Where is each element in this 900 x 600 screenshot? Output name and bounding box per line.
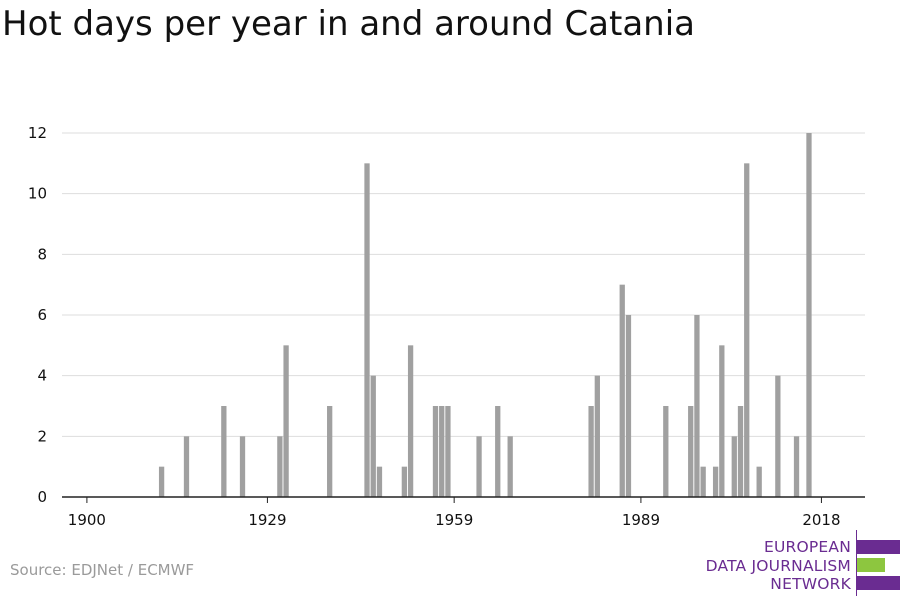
bar <box>239 436 246 497</box>
bar <box>283 345 289 497</box>
bar <box>744 163 750 498</box>
bar <box>806 133 812 497</box>
bar <box>445 406 451 497</box>
bar <box>376 466 383 497</box>
bar <box>756 466 762 497</box>
bar <box>407 345 414 497</box>
x-tick-label: 1900 <box>68 511 106 529</box>
bar <box>364 163 370 498</box>
bar <box>327 406 333 497</box>
y-tick-label: 0 <box>37 488 47 506</box>
bar <box>594 375 600 497</box>
logo-text-european: EUROPEAN <box>763 538 851 556</box>
bar <box>221 406 227 497</box>
bar <box>507 436 513 497</box>
bar <box>277 436 283 497</box>
bar <box>183 436 190 497</box>
bar <box>700 466 706 497</box>
logo-purple-bar-top <box>857 540 900 554</box>
source-note: Source: EDJNet / ECMWF <box>10 561 195 579</box>
bar <box>588 406 594 497</box>
x-tick-label: 1989 <box>622 511 660 529</box>
bar <box>619 284 625 497</box>
bar <box>495 406 501 497</box>
bar <box>625 315 632 497</box>
bar <box>712 466 719 497</box>
bar <box>158 466 165 497</box>
bar <box>793 436 800 497</box>
y-tick-label: 10 <box>28 185 47 203</box>
bar <box>432 406 439 497</box>
bar <box>688 406 694 497</box>
bar <box>476 436 482 497</box>
y-tick-label: 4 <box>37 367 47 385</box>
bar <box>439 406 445 497</box>
gridlines <box>62 132 865 437</box>
bar <box>731 436 737 497</box>
bar <box>370 375 376 497</box>
x-tick-label: 1959 <box>435 511 473 529</box>
x-tick-label: 1929 <box>248 511 286 529</box>
bar <box>401 466 408 497</box>
bar <box>775 375 781 497</box>
edjnet-logo: EUROPEAN DATA JOURNALISM NETWORK <box>700 528 900 596</box>
logo-purple-bar-bottom <box>857 576 900 590</box>
bar <box>663 406 669 497</box>
logo-green-bar <box>857 558 885 572</box>
y-tick-label: 6 <box>37 306 47 324</box>
bar <box>694 315 700 497</box>
y-tick-label: 2 <box>37 427 47 445</box>
x-axis-ticks: 1900 1929 1959 1989 2018 <box>68 497 841 529</box>
bar <box>737 406 744 497</box>
y-tick-label: 12 <box>28 124 47 142</box>
chart-title: Hot days per year in and around Catania <box>2 4 696 44</box>
bar-chart: 0 2 4 6 8 10 12 1900 1929 1959 1989 2018 <box>28 124 865 529</box>
x-tick-label: 2018 <box>802 511 840 529</box>
bar-series <box>158 133 812 498</box>
logo-divider <box>856 530 857 596</box>
y-tick-label: 8 <box>37 245 47 263</box>
logo-text-network: NETWORK <box>770 575 851 593</box>
bar <box>719 345 725 497</box>
y-axis-ticks: 0 2 4 6 8 10 12 <box>28 124 47 506</box>
logo-text-data-journalism: DATA JOURNALISM <box>705 557 851 575</box>
